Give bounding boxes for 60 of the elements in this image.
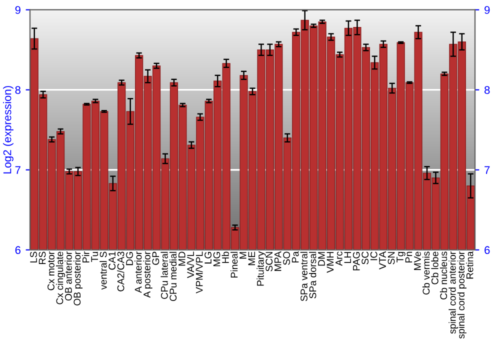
x-tick-label: OB posterior bbox=[73, 251, 83, 306]
x-tick-label: DG bbox=[126, 252, 133, 266]
x-tick-label: CPu medial bbox=[169, 252, 177, 302]
x-tick-label: spinal cord posterior bbox=[457, 251, 466, 339]
x-tick-label: LG bbox=[204, 252, 212, 264]
x-tick-label: Pituitary bbox=[256, 251, 266, 286]
x-tick-label: A anterior bbox=[134, 251, 142, 293]
x-tick-label: LS bbox=[30, 252, 37, 262]
y-tick-label: 7 bbox=[15, 166, 20, 174]
x-tick-label: VPM/VPL bbox=[196, 252, 203, 294]
y-tick-label: 6 bbox=[15, 246, 20, 254]
y-axis-title: Log2 (expression) bbox=[3, 86, 14, 174]
x-tick-label: IC bbox=[370, 252, 378, 260]
x-tick-label: LH bbox=[344, 252, 351, 263]
x-tick-label: SO bbox=[283, 252, 290, 265]
x-tick-label: Cb lobe bbox=[431, 252, 438, 284]
x-tick-label: MG bbox=[213, 252, 220, 266]
x-tick-label: MD bbox=[178, 252, 186, 266]
x-tick-label: Pa bbox=[292, 251, 299, 262]
x-tick-label: Pir bbox=[82, 251, 90, 262]
x-tick-label: VA/VL bbox=[186, 252, 194, 278]
y2-tick-label: 6 bbox=[484, 246, 490, 254]
x-tick-label: Cx cingulate bbox=[56, 252, 66, 304]
x-tick-label: SC bbox=[362, 252, 369, 264]
y2-tick-label: 8 bbox=[484, 86, 490, 94]
x-tick-label: Hb bbox=[222, 252, 229, 263]
x-tick-label: SPa ventral bbox=[300, 252, 308, 302]
x-tick-label: RS bbox=[38, 252, 46, 264]
x-tick-label: Arc bbox=[336, 252, 342, 266]
x-tick-label: M bbox=[240, 252, 246, 259]
y2-tick-label: 9 bbox=[484, 6, 490, 14]
x-tick-label: A posterior bbox=[143, 251, 152, 298]
x-tick-label: DM bbox=[318, 252, 325, 266]
x-tick-label: VMH bbox=[326, 252, 334, 273]
x-tick-label: Retina bbox=[466, 251, 474, 279]
x-tick-label: CA2/CA3 bbox=[117, 252, 124, 292]
x-tick-label: PAG bbox=[352, 252, 360, 270]
x-tick-label: OB anterior bbox=[64, 251, 72, 301]
x-tick-label: Cb vermis bbox=[422, 252, 430, 295]
y2-tick-label: 7 bbox=[484, 166, 490, 174]
x-tick-label: ventral S bbox=[100, 252, 107, 290]
x-tick-label: SCN bbox=[266, 252, 273, 272]
x-tick-label: ME bbox=[248, 252, 256, 266]
x-tick-label: MVe bbox=[414, 252, 421, 270]
x-tick-label: Cx motor bbox=[48, 251, 54, 290]
x-tick-label: Pn bbox=[405, 252, 412, 262]
x-tick-label: CPu lateral bbox=[160, 252, 168, 299]
x-tick-label: Pineal bbox=[230, 252, 238, 278]
y-tick-label: 8 bbox=[15, 86, 20, 94]
x-tick-label: VTA bbox=[379, 251, 386, 270]
y-tick-label: 9 bbox=[15, 6, 20, 14]
x-tick-label: Tu bbox=[91, 252, 98, 262]
x-tick-label: Tg bbox=[396, 252, 406, 262]
x-tick-label: spinal cord anterior bbox=[448, 251, 458, 334]
x-tick-label: GP bbox=[152, 252, 160, 265]
x-tick-label: Cb nucleus bbox=[440, 252, 448, 300]
x-tick-label: SPa dorsal bbox=[309, 252, 316, 298]
x-tick-label: CA1 bbox=[108, 252, 116, 270]
x-tick-label: MPA bbox=[274, 251, 282, 271]
x-tick-label: SN bbox=[388, 252, 395, 264]
